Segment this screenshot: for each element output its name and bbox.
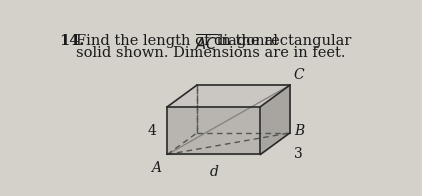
Text: C: C bbox=[294, 68, 304, 82]
Text: 4: 4 bbox=[148, 123, 157, 138]
Polygon shape bbox=[168, 85, 290, 107]
Text: $\overline{AC}$: $\overline{AC}$ bbox=[195, 34, 218, 54]
Polygon shape bbox=[260, 85, 290, 154]
Text: in the rectangular: in the rectangular bbox=[211, 34, 351, 48]
Text: Find the length of diagonal: Find the length of diagonal bbox=[76, 34, 283, 48]
Text: solid shown. Dimensions are in feet.: solid shown. Dimensions are in feet. bbox=[76, 46, 346, 60]
Text: B: B bbox=[294, 124, 304, 138]
Text: 14.: 14. bbox=[59, 34, 84, 48]
Text: A: A bbox=[151, 161, 161, 175]
Text: d: d bbox=[209, 165, 219, 179]
Text: 3: 3 bbox=[294, 147, 303, 161]
Polygon shape bbox=[168, 107, 260, 154]
